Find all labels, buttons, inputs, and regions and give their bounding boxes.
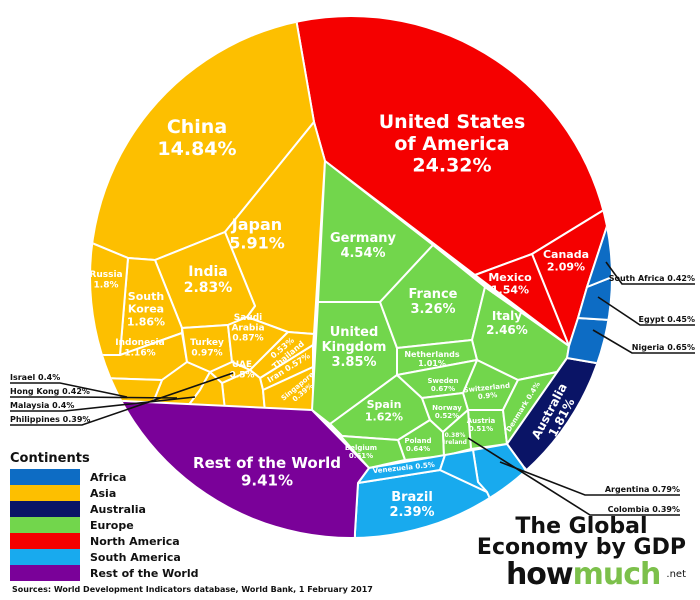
label-netherlands: Netherlands 1.01%	[404, 350, 460, 368]
label-spain: Spain 1.62%	[365, 398, 403, 424]
logo-how: how	[505, 557, 574, 592]
callout-south-africa: South Africa 0.42%	[605, 261, 695, 285]
callout-label: Egypt 0.45%	[639, 315, 696, 324]
legend-label: Australia	[90, 502, 146, 516]
legend-item: Asia	[10, 485, 199, 501]
label-ireland: 0.38% Ireland	[443, 432, 467, 446]
legend-label: Europe	[90, 518, 134, 532]
callout-line	[592, 329, 695, 354]
legend-item: North America	[10, 533, 199, 549]
legend-item: Australia	[10, 501, 199, 517]
callout-philippines: Philippines 0.39%	[10, 372, 234, 426]
legend-swatch	[10, 517, 80, 533]
legend-label: Asia	[90, 486, 117, 500]
callout-label: Israel 0.4%	[10, 373, 60, 382]
label-japan: Japan 5.91%	[229, 215, 285, 252]
callout-line	[499, 461, 680, 496]
callout-hong-kong: Hong Kong 0.42%	[10, 387, 178, 399]
label-sweden: Sweden 0.67%	[428, 377, 459, 393]
callout-line	[597, 296, 695, 326]
cell-ireland	[442, 409, 472, 457]
label-indonesia: Indonesia 1.16%	[115, 338, 164, 358]
cell-thailand	[249, 331, 315, 379]
label-canada: Canada 2.09%	[543, 248, 589, 274]
callout-israel: Israel 0.4%	[10, 373, 128, 398]
cell-egypt	[577, 276, 611, 321]
legend-swatch	[10, 485, 80, 501]
label-poland: Poland 0.64%	[404, 437, 431, 453]
label-india: India 2.83%	[184, 264, 233, 296]
legend-item: Europe	[10, 517, 199, 533]
callout-argentina: Argentina 0.79%	[499, 461, 680, 496]
callout-label: Philippines 0.39%	[10, 415, 90, 424]
label-uae: UAE 0.5%	[230, 360, 255, 380]
callout-line	[10, 372, 234, 426]
callout-label: Argentina 0.79%	[605, 485, 680, 494]
label-austria: Austria 0.51%	[467, 417, 496, 433]
callout-line	[605, 261, 695, 285]
callout-label: Hong Kong 0.42%	[10, 387, 90, 396]
legend-swatch	[10, 549, 80, 565]
label-russia: Russia 1.8%	[89, 270, 122, 290]
howmuch-logo: howmuch .net	[506, 560, 686, 590]
label-saudi-arabia: Saudi Arabia 0.87%	[231, 313, 264, 344]
legend-title: Continents	[10, 451, 90, 466]
label-italy: Italy 2.46%	[486, 309, 528, 337]
callout-label: Colombia 0.39%	[608, 505, 680, 514]
label-rest-of-the-world: Rest of the World 9.41%	[193, 454, 341, 489]
legend-swatch	[10, 501, 80, 517]
cell-colombia	[439, 449, 488, 493]
label-united-kingdom: United Kingdom 3.85%	[322, 325, 387, 370]
callout-label: South Africa 0.42%	[609, 274, 695, 283]
label-norway: Norway 0.52%	[432, 404, 462, 420]
label-south-korea: South Korea 1.86%	[127, 290, 165, 328]
callout-egypt: Egypt 0.45%	[597, 296, 696, 326]
title-line-2: Economy by GDP	[476, 535, 686, 560]
legend-item: Rest of the World	[10, 565, 199, 581]
legend-label: North America	[90, 534, 180, 548]
cell-mexico	[474, 253, 570, 347]
label-mexico: Mexico 1.54%	[488, 271, 532, 297]
label-brazil: Brazil 2.39%	[389, 490, 434, 520]
legend-item: South America	[10, 549, 199, 565]
legend-swatch	[10, 469, 80, 485]
callout-colombia: Colombia 0.39%	[467, 437, 680, 516]
title-line-1: The Global	[515, 514, 648, 539]
legend-label: Africa	[90, 470, 127, 484]
label-france: France 3.26%	[408, 287, 457, 317]
label-turkey: Turkey 0.97%	[190, 338, 224, 358]
logo-net: .net	[666, 569, 686, 580]
callout-line	[10, 382, 128, 398]
label-united-states-of-america: United States of America 24.32%	[379, 111, 526, 177]
legend-item: Africa	[10, 469, 199, 485]
callout-label: Nigeria 0.65%	[632, 343, 695, 352]
legend-label: South America	[90, 550, 181, 564]
callouts-group: Hong Kong 0.42% Israel 0.4% Malaysia 0.4% P…	[10, 261, 696, 516]
callout-nigeria: Nigeria 0.65%	[592, 329, 695, 354]
cell-russia	[91, 240, 129, 356]
label-belgium: Belgium 0.61%	[345, 444, 377, 460]
legend-swatch	[10, 565, 80, 581]
legend-swatch	[10, 533, 80, 549]
label-germany: Germany 4.54%	[330, 231, 396, 261]
label-china: China 14.84%	[157, 116, 236, 160]
legend-label: Rest of the World	[90, 566, 199, 580]
chart-title: The Global Economy by GDP	[476, 514, 686, 560]
callout-line	[10, 396, 178, 399]
source-note: Sources: World Development Indicators da…	[12, 585, 373, 594]
logo-much: much	[572, 557, 662, 592]
legend: Continents Africa Asia Australia Europe Nort…	[10, 451, 199, 581]
callout-label: Malaysia 0.4%	[10, 401, 74, 410]
callout-line	[467, 437, 680, 516]
